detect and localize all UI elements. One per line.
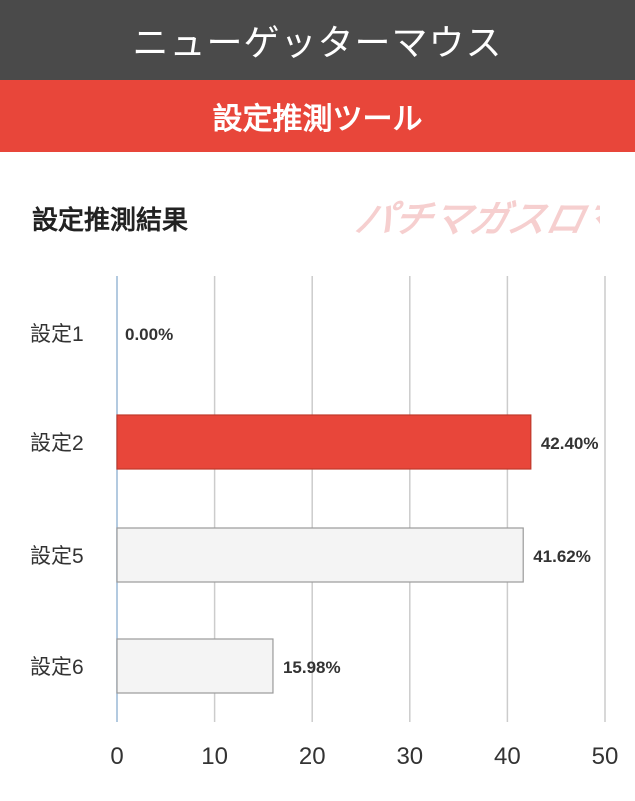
- value-label: 0.00%: [125, 325, 173, 344]
- bar: [116, 414, 532, 470]
- brand-logo-text: パチマガスロマガ: [352, 198, 600, 241]
- bar: [116, 638, 274, 694]
- value-label: 42.40%: [541, 434, 599, 453]
- category-label: 設定6: [30, 656, 84, 679]
- x-tick-label: 40: [494, 743, 521, 770]
- section-title: 設定推測結果: [32, 206, 189, 236]
- x-tick-label: 30: [396, 743, 423, 770]
- tool-title: 設定推測ツール: [212, 102, 423, 137]
- app-title: ニューゲッターマウス: [132, 23, 503, 64]
- category-label: 設定5: [30, 545, 84, 568]
- x-tick-label: 20: [299, 743, 326, 770]
- value-label: 15.98%: [283, 658, 341, 677]
- tool-header: 設定推測ツール: [0, 80, 635, 152]
- brand-logo: パチマガスロマガ: [352, 198, 600, 241]
- x-tick-label: 0: [110, 743, 123, 770]
- app-header: ニューゲッターマウス: [0, 0, 635, 80]
- x-tick-label: 50: [592, 743, 619, 770]
- category-label: 設定1: [30, 323, 84, 346]
- value-label: 41.62%: [533, 547, 591, 566]
- x-tick-label: 10: [201, 743, 228, 770]
- bar: [116, 527, 524, 583]
- category-label: 設定2: [30, 432, 84, 455]
